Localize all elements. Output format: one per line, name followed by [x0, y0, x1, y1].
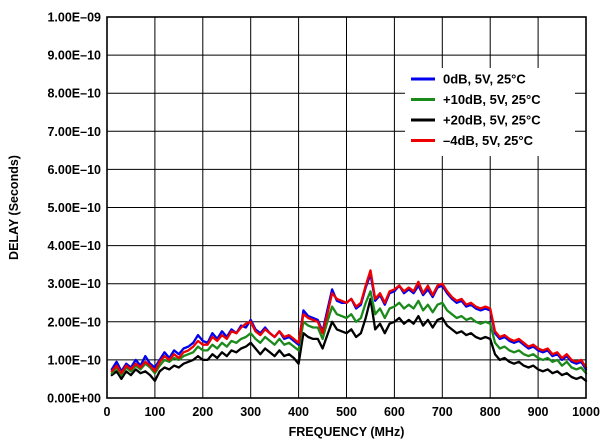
y-tick-label: 7.00E–10 [47, 125, 101, 139]
x-tick-labels: 0 100 200 300 400 500 600 700 800 900 1000 [104, 405, 600, 419]
x-tick-label: 700 [432, 405, 453, 419]
legend-label: 0dB, 5V, 25°C [443, 72, 526, 87]
y-tick-label: 0.00E+00 [47, 392, 101, 406]
series-lines [110, 269, 588, 383]
x-tick-label: 500 [336, 405, 357, 419]
y-tick-label: 4.00E–10 [47, 239, 101, 253]
plot-frame [106, 16, 587, 399]
y-tick-label: 2.00E–10 [47, 315, 101, 329]
x-tick-label: 600 [384, 405, 405, 419]
legend-label: +20dB, 5V, 25°C [443, 113, 541, 128]
y-tick-label: 6.00E–10 [47, 163, 101, 177]
x-tick-label: 900 [528, 405, 549, 419]
x-tick-label: 300 [240, 405, 261, 419]
x-tick-label: 200 [192, 405, 213, 419]
x-tick-label: 800 [480, 405, 501, 419]
series-line-2 [110, 297, 588, 383]
y-tick-label: 1.00E–09 [47, 11, 101, 25]
legend-label: +10dB, 5V, 25°C [443, 92, 541, 107]
y-tick-label: 9.00E–10 [47, 49, 101, 63]
series-line-3 [110, 269, 588, 375]
x-tick-label: 400 [288, 405, 309, 419]
y-tick-label: 1.00E–10 [47, 353, 101, 367]
x-axis-title: FREQUENCY (MHz) [289, 425, 405, 439]
series-line-1 [110, 290, 588, 377]
y-tick-labels: 0.00E+00 1.00E–10 2.00E–10 3.00E–10 4.00E–10… [47, 11, 101, 406]
x-tick-label: 1000 [572, 405, 600, 419]
x-tick-label: 0 [104, 405, 111, 419]
y-tick-label: 5.00E–10 [47, 201, 101, 215]
legend: 0dB, 5V, 25°C +10dB, 5V, 25°C +20dB, 5V, 2… [405, 68, 575, 156]
grid-lines [107, 17, 586, 398]
y-axis-title: DELAY (Seconds) [7, 155, 21, 260]
y-tick-label: 8.00E–10 [47, 87, 101, 101]
legend-label: –4dB, 5V, 25°C [443, 133, 534, 148]
x-tick-label: 100 [144, 405, 165, 419]
y-tick-label: 3.00E–10 [47, 277, 101, 291]
